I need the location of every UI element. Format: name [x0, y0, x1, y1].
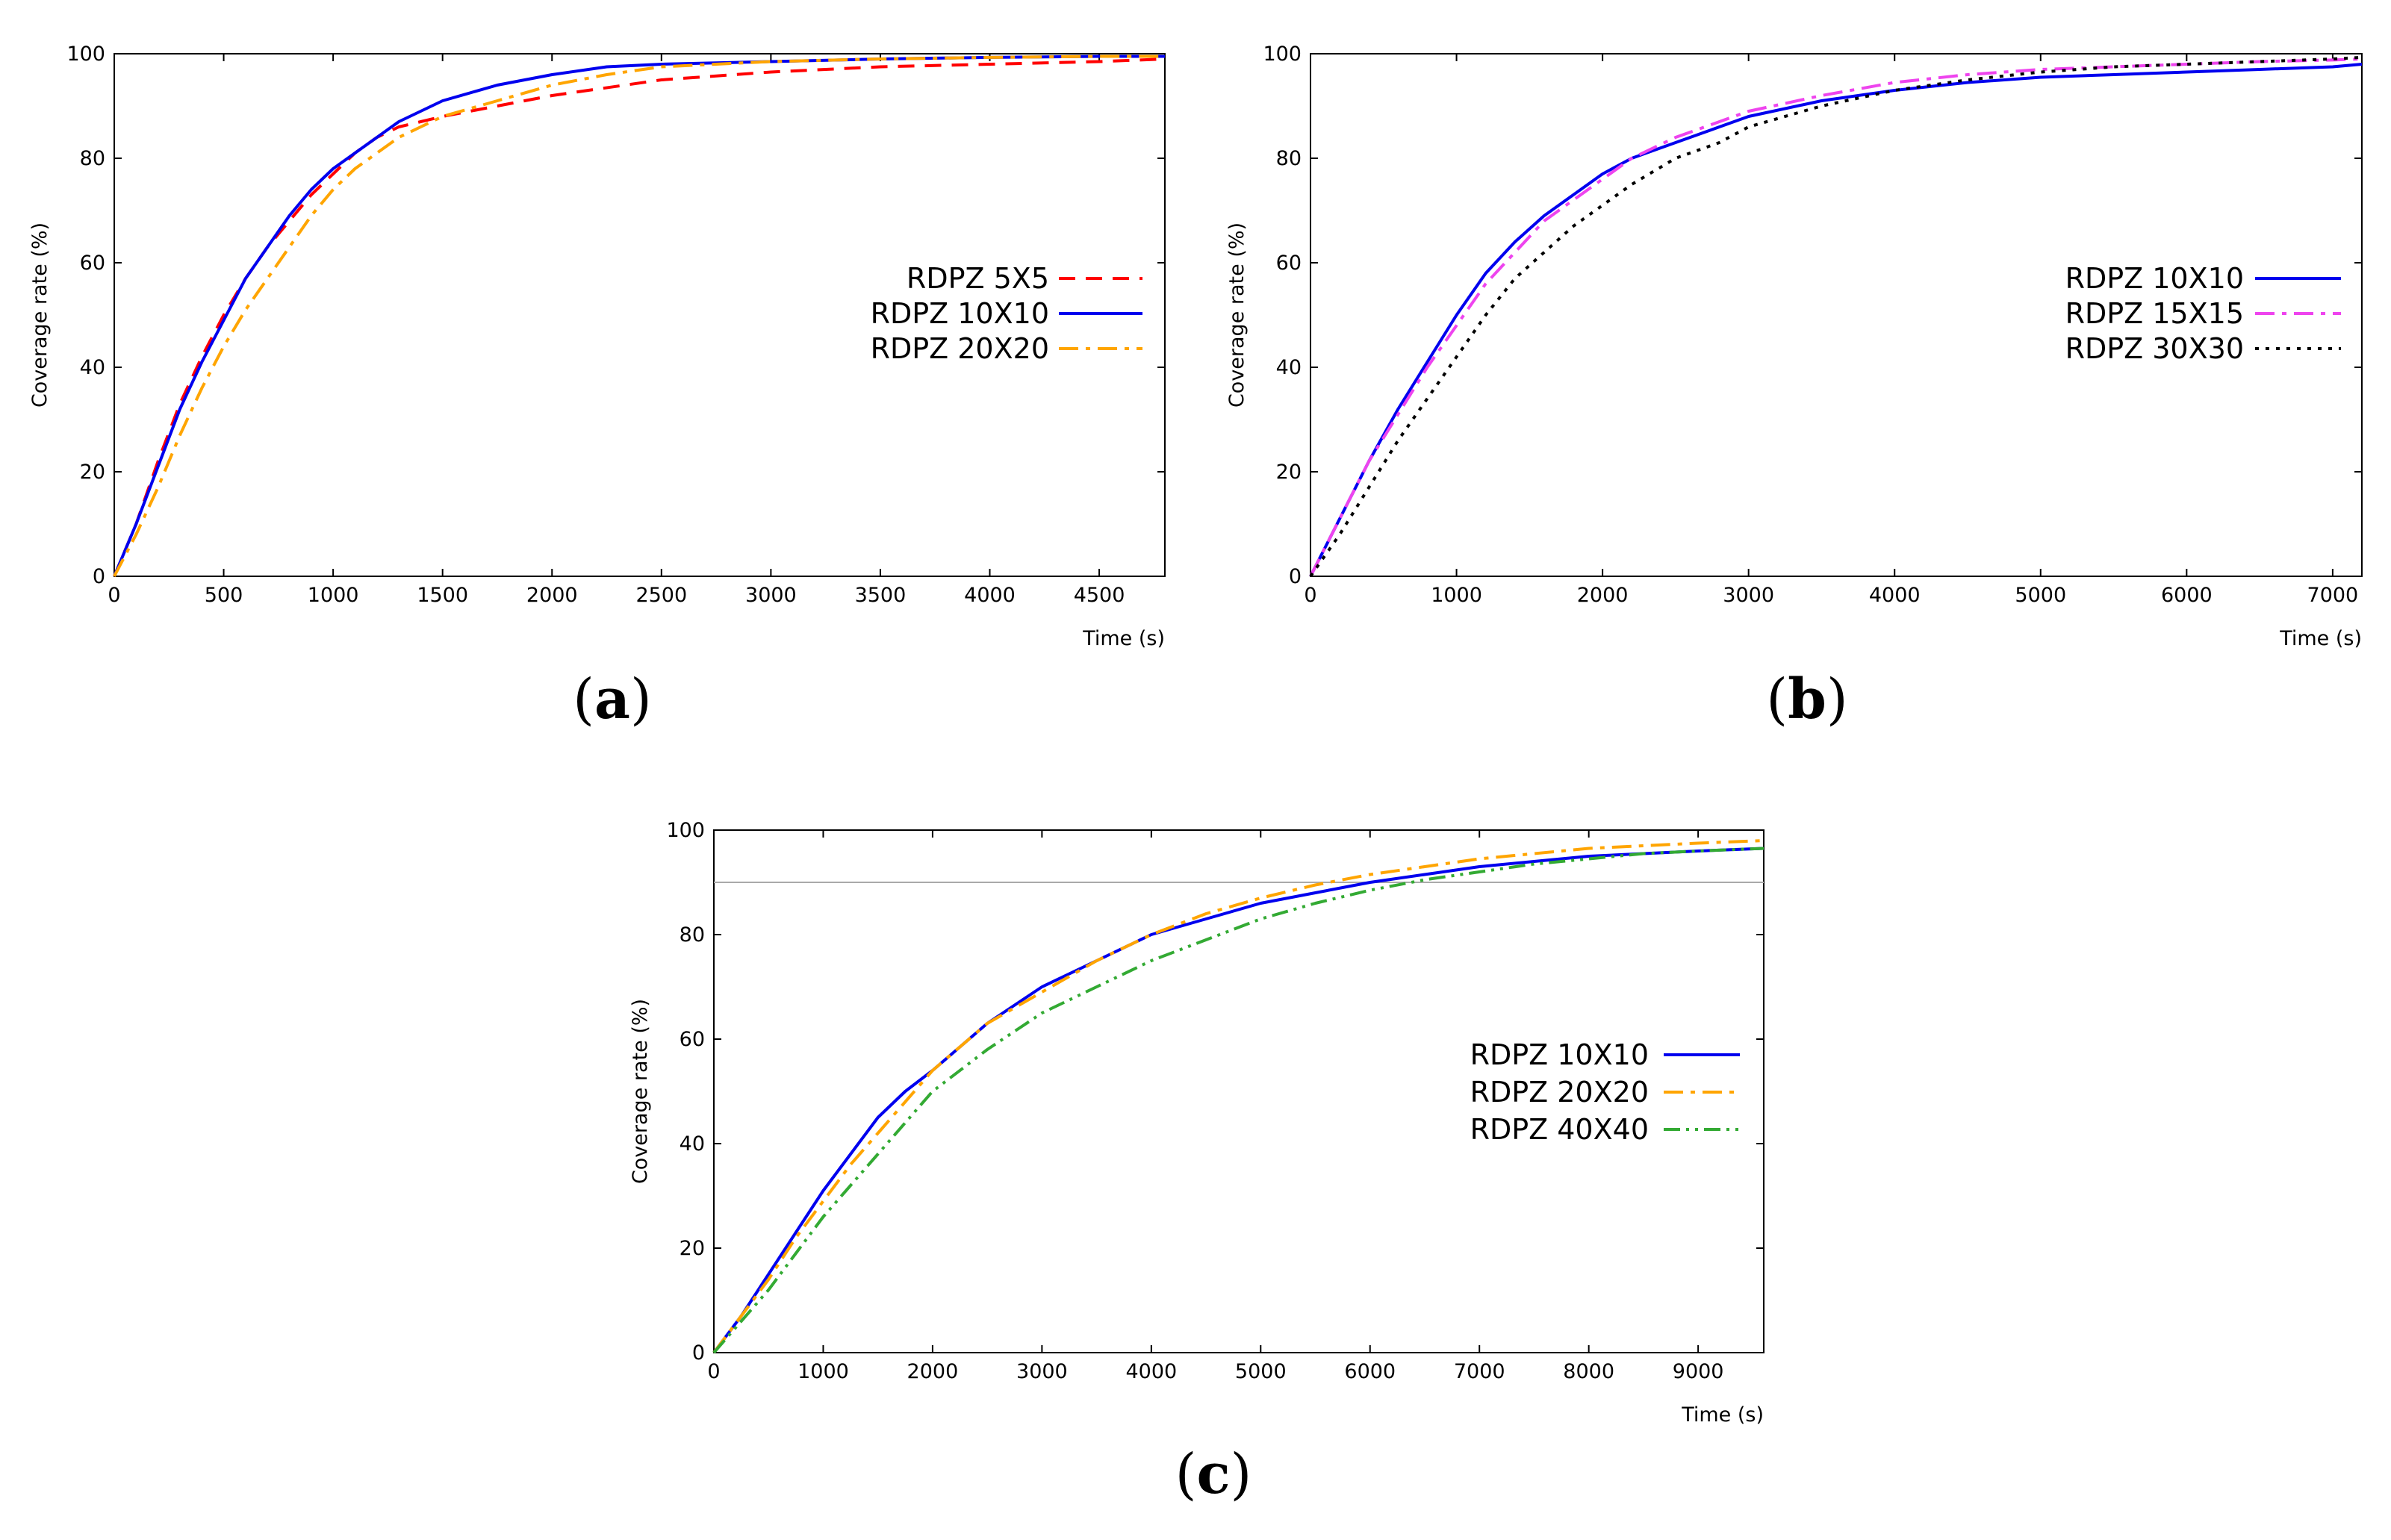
series-line-rdpz-40x40	[712, 847, 1765, 1354]
series-line-rdpz-10x10	[113, 54, 1165, 577]
y-tick-label: 60	[80, 252, 105, 275]
series-line-rdpz-10x10	[1309, 63, 2363, 577]
x-tick-label: 5000	[1235, 1360, 1287, 1383]
x-tick-label: 4000	[1869, 584, 1921, 607]
y-tick-label: 20	[1276, 461, 1302, 484]
x-axis-title: Time (s)	[1681, 1403, 1764, 1427]
y-axis-title: Coverage rate (%)	[629, 999, 652, 1184]
x-tick-label: 3000	[1723, 584, 1774, 607]
x-tick-label: 3000	[1016, 1360, 1068, 1383]
x-tick-label: 3000	[745, 584, 797, 607]
x-tick-label: 2500	[635, 584, 687, 607]
x-axis-title: Time (s)	[2279, 627, 2362, 650]
y-tick-label: 100	[1263, 43, 1302, 66]
legend-label: RDPZ 10X10	[871, 297, 1049, 330]
series-line-rdpz-30x30	[1309, 55, 2363, 578]
legend-label: RDPZ 40X40	[1470, 1113, 1649, 1146]
x-tick-label: 1000	[797, 1360, 849, 1383]
plot-frame	[713, 829, 1765, 1353]
x-tick-label: 2000	[1577, 584, 1629, 607]
legend-label: RDPZ 5X5	[907, 262, 1049, 295]
y-tick-label: 80	[680, 923, 705, 947]
x-tick-label: 8000	[1563, 1360, 1614, 1383]
x-tick-label: 6000	[1344, 1360, 1396, 1383]
y-tick-label: 40	[80, 356, 105, 379]
x-tick-label: 9000	[1673, 1360, 1724, 1383]
x-tick-label: 2000	[526, 584, 578, 607]
series-line-rdpz-15x15	[1309, 57, 2363, 577]
series-line-rdpz-20x20	[113, 54, 1165, 577]
y-tick-label: 40	[1276, 356, 1302, 379]
y-axis-title: Coverage rate (%)	[28, 222, 52, 408]
x-tick-label: 5000	[2015, 584, 2066, 607]
x-axis-title: Time (s)	[1082, 627, 1165, 650]
series-line-rdpz-5x5	[113, 57, 1166, 577]
panel-label: (b)	[1766, 667, 1848, 732]
y-tick-label: 100	[666, 819, 705, 842]
x-tick-label: 2000	[907, 1360, 959, 1383]
legend-label: RDPZ 10X10	[1470, 1038, 1649, 1071]
x-tick-label: 500	[205, 584, 243, 607]
legend-label: RDPZ 15X15	[2065, 297, 2244, 330]
x-tick-label: 1000	[308, 584, 359, 607]
panel-label: (a)	[573, 667, 652, 732]
x-tick-label: 3500	[855, 584, 907, 607]
y-tick-label: 100	[66, 43, 105, 66]
panel-label: (c)	[1175, 1442, 1252, 1506]
plot-frame	[114, 53, 1166, 577]
x-tick-label: 4000	[1125, 1360, 1177, 1383]
legend: RDPZ 10X10 RDPZ 20X20 RDPZ 40X40	[1470, 1038, 1740, 1146]
y-tick-label: 60	[680, 1028, 705, 1051]
legend-label: RDPZ 20X20	[1470, 1076, 1649, 1109]
legend-label: RDPZ 30X30	[2065, 332, 2244, 365]
x-tick-label: 1000	[1431, 584, 1482, 607]
y-axis-title: Coverage rate (%)	[1225, 222, 1249, 408]
x-tick-label: 1500	[417, 584, 468, 607]
y-tick-label: 80	[1276, 147, 1302, 170]
y-tick-label: 60	[1276, 252, 1302, 275]
x-tick-label: 0	[1304, 584, 1316, 607]
y-tick-label: 0	[692, 1341, 705, 1365]
y-tick-label: 40	[680, 1132, 705, 1156]
legend-label: RDPZ 10X10	[2065, 262, 2244, 295]
chart-panel-c: 0 1000 2000 3000 4000 5000 6000 7000 8000 9000 0 20…	[629, 819, 1765, 1506]
x-tick-label: 7000	[1454, 1360, 1505, 1383]
plot-frame	[1310, 53, 2363, 577]
series-line-rdpz-20x20	[712, 839, 1765, 1354]
y-tick-label: 0	[93, 565, 105, 588]
x-tick-label: 0	[108, 584, 120, 607]
chart-panel-a: 0 500 1000 1500 2000 2500 3000 3500 4000 4500 0 20 4…	[28, 43, 1166, 732]
x-tick-label: 7000	[2307, 584, 2359, 607]
x-tick-label: 6000	[2161, 584, 2213, 607]
y-tick-label: 80	[80, 147, 105, 170]
legend-label: RDPZ 20X20	[871, 332, 1049, 365]
y-tick-label: 0	[1289, 565, 1302, 588]
x-tick-label: 0	[707, 1360, 720, 1383]
x-tick-label: 4000	[964, 584, 1016, 607]
x-tick-label: 4500	[1074, 584, 1125, 607]
y-tick-label: 20	[680, 1237, 705, 1260]
y-tick-label: 20	[80, 461, 105, 484]
chart-panel-b: 0 1000 2000 3000 4000 5000 6000 7000 0 20 40 60 80 10…	[1225, 43, 2363, 732]
